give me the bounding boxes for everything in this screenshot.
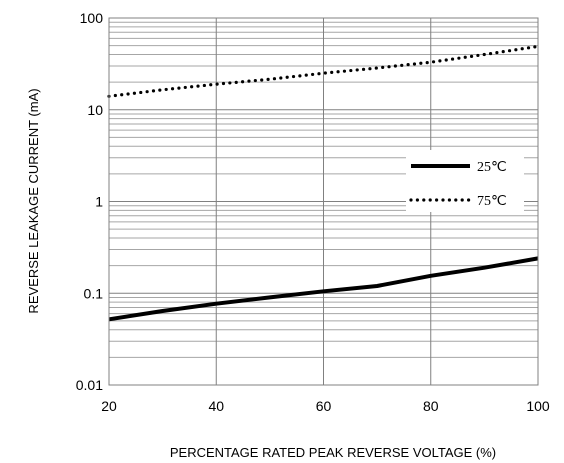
y-tick-label: 10 — [87, 102, 103, 118]
y-tick-label: 1 — [95, 194, 103, 210]
plot-frame — [108, 17, 539, 386]
y-tick-label: 0.1 — [84, 285, 104, 301]
x-axis-label: PERCENTAGE RATED PEAK REVERSE VOLTAGE (%… — [170, 445, 496, 460]
series-line-0 — [108, 256, 539, 322]
series-line-1 — [107, 44, 540, 98]
y-tick-labels: 0.01 0.1 1 10 100 — [76, 10, 103, 393]
y-tick-label: 100 — [80, 10, 104, 26]
x-tick-label: 40 — [208, 398, 224, 414]
x-tick-labels: 20 40 60 80 100 — [101, 398, 550, 414]
x-tick-label: 80 — [423, 398, 439, 414]
y-axis-label: REVERSE LEAKAGE CURRENT (mA) — [26, 88, 41, 313]
series-group — [107, 44, 540, 322]
x-tick-label: 100 — [526, 398, 550, 414]
legend-box — [406, 150, 524, 212]
legend: 25℃ 75℃ — [406, 150, 524, 212]
x-tick-label: 60 — [316, 398, 332, 414]
grid — [108, 18, 539, 386]
x-tick-label: 20 — [101, 398, 117, 414]
y-tick-label: 0.01 — [76, 377, 103, 393]
legend-label-0: 25℃ — [477, 160, 507, 175]
legend-label-1: 75℃ — [477, 194, 507, 209]
